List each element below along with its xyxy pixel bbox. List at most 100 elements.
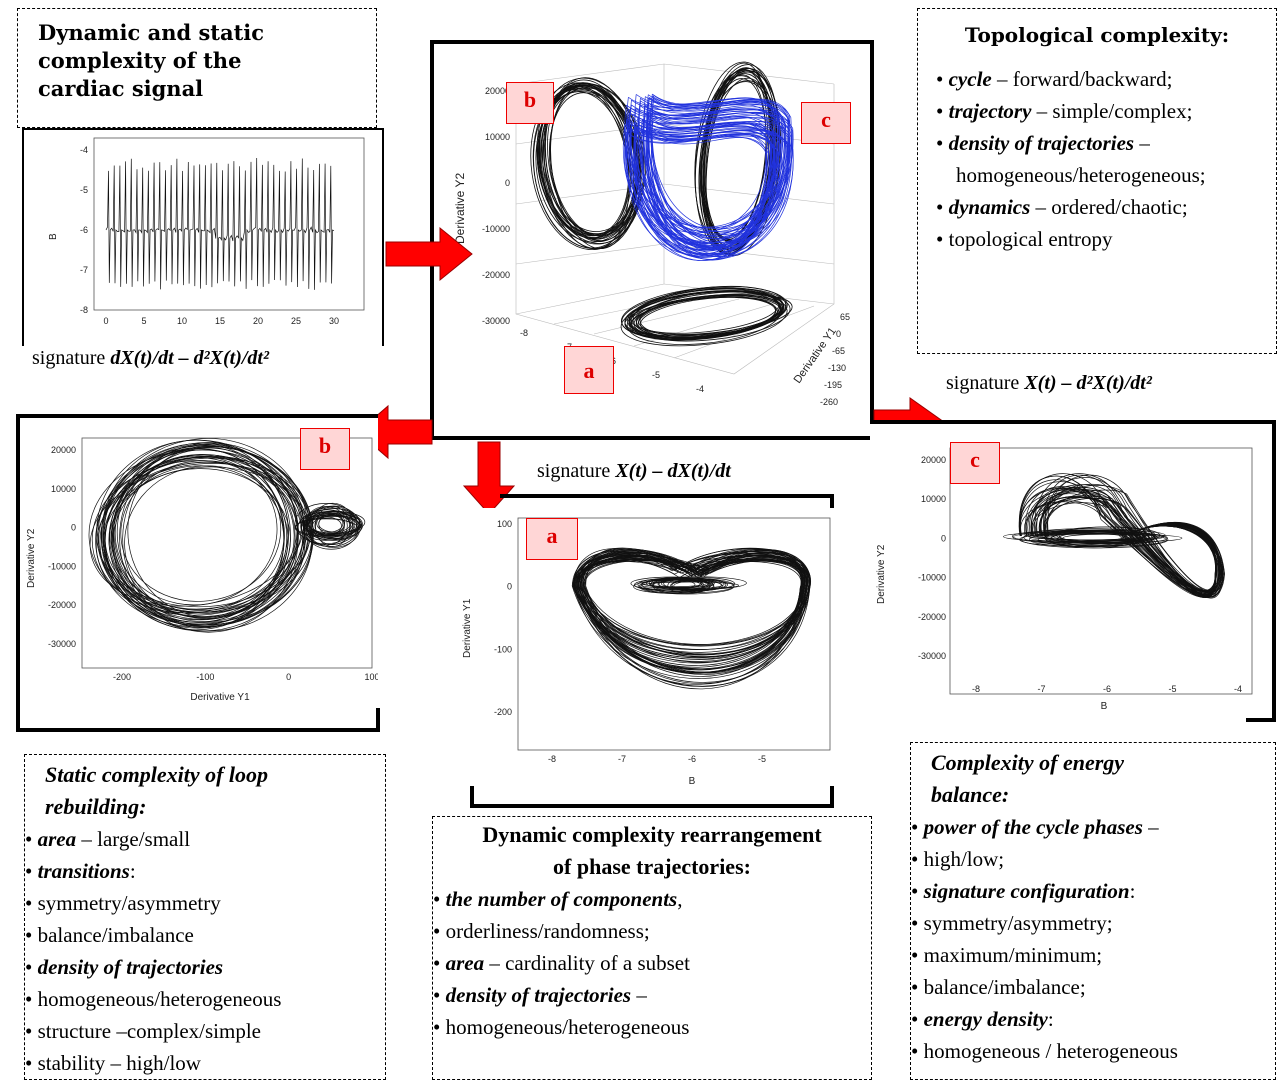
bullet-icon: • [433,887,446,911]
trajectory-loop [102,442,305,621]
list-desc: homogeneous/heterogeneous [445,1015,690,1039]
trajectory-3d [629,123,781,255]
energy-title: Complexity of energy balance: [931,750,1125,807]
plot-c-ylabel: Derivative Y2 [876,544,887,604]
trajectory-loop [574,559,804,660]
static-complexity-box: Static complexity of loop rebuilding: • … [24,754,386,1080]
x-tick-label: 5 [141,316,146,326]
list-term: density of trajectories [37,955,224,979]
z-tick-label: 20000 [485,86,510,96]
list-desc: – cardinality of a subset [484,951,690,975]
signature-right: signature X(t) – d²X(t)/dt² [946,372,1152,394]
loops-c [1003,473,1225,599]
plot-c-xlabel: B [1101,701,1108,712]
x-tick-label: 10 [177,316,187,326]
x-tick-label: -7 [1037,684,1045,694]
bullet-icon: • [911,1039,924,1063]
label-a: a [564,346,614,394]
trajectory-loop [1043,531,1150,544]
bullet-icon: • [25,923,38,947]
dynamic-title: Dynamic complexity rearrangement of phas… [482,822,822,879]
phase-3d-plot: Derivative Y2 Derivative Y1 20000 10000 0-… [430,40,874,440]
list-desc: – ordered/chaotic; [1030,195,1188,219]
bullet-icon: • [433,919,446,943]
plot-a-xlabel: B [689,776,696,787]
list-item: • balance/imbalance [25,919,385,951]
projection-loop [640,296,782,338]
x-tick-label: 100 [364,672,378,682]
list-item: homogeneous/heterogeneous; [936,159,1258,191]
bullet-icon: • [911,815,924,839]
y-tick-label: -10000 [48,561,76,571]
trajectory-loop [294,518,358,537]
y-tick-label: -30000 [918,651,946,661]
bullet-icon: • [936,227,949,251]
list-item: • area – large/small [25,823,385,855]
topological-list: • cycle – forward/backward; • trajectory … [936,63,1258,255]
dynamic-complexity-box: Dynamic complexity rearrangement of phas… [432,816,872,1080]
trajectory-loop [673,580,723,592]
bullet-icon: • [936,195,949,219]
y-tick-label: 100 [497,519,512,529]
loops-b [88,438,366,633]
list-term: area [445,951,485,975]
trajectory-loop [96,439,299,626]
x-tick-label: -8 [972,684,980,694]
bullet-icon: • [911,847,924,871]
x-tick-label: -7 [618,754,626,764]
trajectory-loop [577,548,804,673]
list-item: • balance/imbalance; [911,971,1275,1003]
signal-plot: B -4 -5 -6 -7 -8 0 5 10 15 20 25 30 [22,128,384,346]
trajectory-loop [1030,533,1183,543]
bullet-icon: • [25,1051,38,1075]
trajectory-loop [1031,484,1223,595]
trajectory-3d [628,128,794,260]
list-desc: symmetry/asymmetry; [923,911,1113,935]
trajectory-loop [100,442,305,632]
y-tick-label: -7 [80,265,88,275]
list-term: dynamics [948,195,1031,219]
y-tick-label: -5 [80,185,88,195]
y-tick-label: -200 [494,707,512,717]
trajectory-3d [634,94,779,252]
trajectory-loop [581,550,810,657]
bullet-icon: • [911,911,924,935]
bullet-icon: • [911,879,924,903]
y-tick-label: -20000 [918,612,946,622]
trajectory-loop [304,511,363,541]
list-item: • homogeneous / heterogeneous [911,1035,1275,1067]
static-list: • area – large/small • transitions: • symm… [25,823,385,1079]
trajectory-loop [663,577,735,591]
x-tick-label: 15 [215,316,225,326]
bullet-icon: • [433,983,446,1007]
bullet-icon: • [936,131,949,155]
trajectory-3d [622,124,789,246]
topological-box: Topological complexity: • cycle – forwar… [917,8,1277,354]
x-tick-label: 0 [103,316,108,326]
list-desc: – [631,983,647,1007]
trajectory-loop [579,555,806,684]
y-tick-label: -10000 [918,573,946,583]
x-tick-label: -5 [758,754,766,764]
label-c: c [801,102,851,144]
x-tick-label: 25 [291,316,301,326]
blue-3d-trajectory [622,93,794,262]
trajectory-loop [98,457,311,613]
list-term: density of trajectories [445,983,632,1007]
list-desc: maximum/minimum; [923,943,1103,967]
list-item: • area – cardinality of a subset [433,947,871,979]
list-item: • symmetry/asymmetry [25,887,385,919]
x-tick-label: -4 [1234,684,1242,694]
x-tick-label: -200 [113,672,131,682]
signature-topleft: signature dX(t)/dt – d²X(t)/dt² [32,347,269,369]
trajectory-loop [95,461,298,614]
y-tick-label: -195 [824,380,842,390]
trajectory-loop [583,560,802,677]
trajectory-loop [116,443,298,619]
y-tick-label: -260 [820,397,838,407]
list-term: the number of components [445,887,678,911]
x-tick-label: -6 [688,754,696,764]
list-desc: : [1047,1007,1054,1031]
list-item: • density of trajectories – [433,979,871,1011]
list-desc: balance/imbalance [37,923,194,947]
